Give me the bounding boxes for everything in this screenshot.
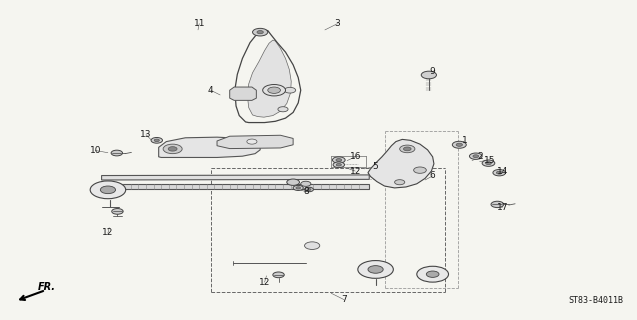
Circle shape [296,187,301,189]
Circle shape [493,170,506,176]
Circle shape [284,87,296,93]
Circle shape [426,271,439,277]
Circle shape [154,139,159,142]
Text: 1: 1 [461,136,468,146]
Text: 2: 2 [477,152,483,161]
Circle shape [304,242,320,250]
Text: 11: 11 [194,19,205,28]
Circle shape [485,162,491,164]
Circle shape [247,139,257,144]
Circle shape [273,272,284,278]
Circle shape [151,138,162,143]
Polygon shape [230,87,256,100]
Text: 10: 10 [90,146,101,155]
Circle shape [287,179,299,185]
Circle shape [111,209,123,214]
Circle shape [482,160,495,166]
Polygon shape [368,140,434,188]
Circle shape [278,107,288,112]
Circle shape [496,171,502,174]
Text: 13: 13 [140,130,152,139]
Circle shape [307,188,311,190]
Text: ST83-B4011B: ST83-B4011B [568,296,623,305]
Text: 4: 4 [208,86,213,95]
Text: 3: 3 [334,19,340,28]
Text: 15: 15 [484,156,496,164]
Text: 9: 9 [430,67,436,76]
Text: 12: 12 [350,167,361,176]
Circle shape [301,181,311,186]
Text: 14: 14 [497,167,508,176]
Text: 5: 5 [373,162,378,171]
Polygon shape [101,184,369,189]
Circle shape [394,180,404,185]
Circle shape [403,147,411,151]
Text: 12: 12 [259,278,270,287]
Text: 6: 6 [430,172,436,180]
Circle shape [452,141,466,148]
Circle shape [399,145,415,153]
Circle shape [252,28,268,36]
Text: 8: 8 [303,187,309,196]
Circle shape [421,71,436,79]
Text: 7: 7 [341,295,347,304]
Circle shape [473,155,478,158]
Polygon shape [217,135,293,148]
Circle shape [413,167,426,173]
Circle shape [336,159,341,161]
Circle shape [101,186,115,194]
Circle shape [333,162,345,168]
Circle shape [469,153,482,159]
Circle shape [111,150,122,156]
Circle shape [293,185,303,190]
Circle shape [368,266,383,273]
Polygon shape [247,40,291,117]
Circle shape [268,87,280,93]
Circle shape [168,147,177,151]
Circle shape [262,84,285,96]
Circle shape [358,260,393,278]
Text: 12: 12 [103,228,113,237]
Text: 16: 16 [350,152,361,161]
Circle shape [333,157,345,163]
Circle shape [90,181,125,199]
Circle shape [456,143,462,146]
Circle shape [163,144,182,154]
Circle shape [304,187,313,192]
Text: FR.: FR. [38,282,56,292]
Circle shape [336,164,341,166]
Polygon shape [159,137,260,157]
Circle shape [491,201,504,208]
Polygon shape [101,175,369,180]
Circle shape [257,31,263,34]
Text: 17: 17 [497,203,508,212]
Circle shape [417,266,448,282]
